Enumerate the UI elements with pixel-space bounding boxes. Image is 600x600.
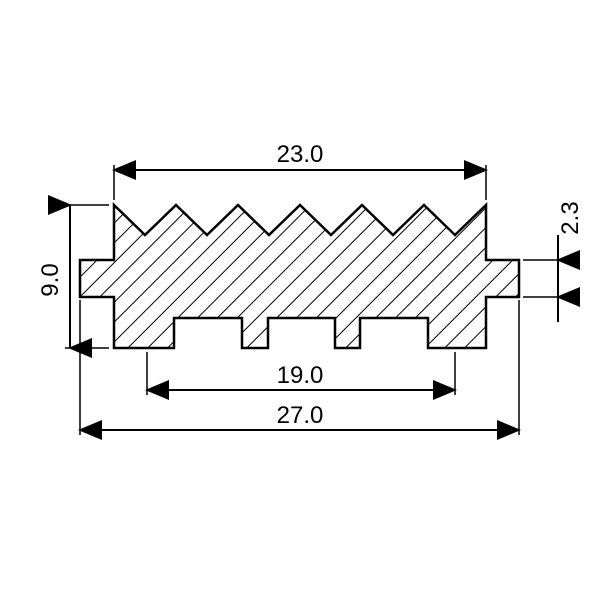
dim-overall-width-label: 27.0 [277, 402, 324, 429]
profile-outline [80, 205, 519, 348]
dim-top-width-label: 23.0 [277, 141, 324, 168]
dim-inner-width: 19.0 [147, 352, 455, 395]
dim-groove-height: 2.3 [523, 201, 584, 322]
dim-inner-width-label: 19.0 [277, 362, 324, 389]
engineering-drawing: 23.0 19.0 27.0 9.0 2.3 [0, 0, 600, 600]
dim-groove-height-label: 2.3 [557, 201, 584, 234]
dim-height-label: 9.0 [37, 263, 64, 296]
dim-top-width: 23.0 [114, 141, 486, 200]
